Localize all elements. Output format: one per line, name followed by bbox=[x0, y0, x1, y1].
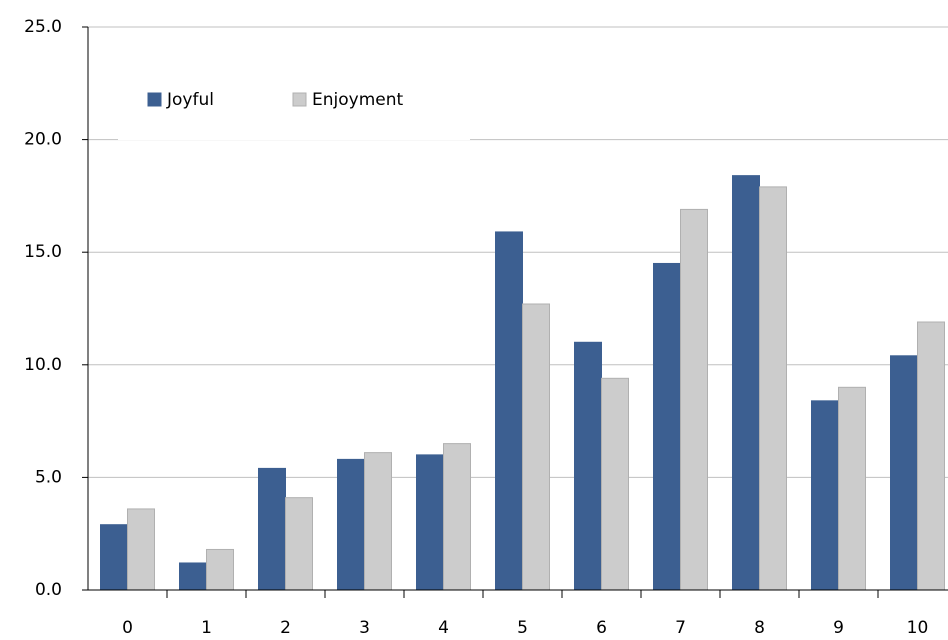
y-tick-label: 10.0 bbox=[24, 355, 62, 375]
x-tick-label: 5 bbox=[517, 618, 528, 638]
bar bbox=[732, 175, 760, 591]
bar bbox=[337, 458, 365, 591]
bar bbox=[443, 443, 471, 591]
bar bbox=[680, 208, 708, 591]
x-tick-label: 6 bbox=[596, 618, 607, 638]
bar bbox=[811, 400, 839, 591]
x-tick-label: 0 bbox=[122, 618, 133, 638]
legend-swatch bbox=[147, 92, 162, 107]
bar bbox=[522, 303, 550, 591]
bar bbox=[206, 548, 234, 591]
x-tick-label: 3 bbox=[359, 618, 370, 638]
bar bbox=[601, 377, 629, 591]
legend-box bbox=[118, 78, 470, 140]
bar bbox=[364, 452, 392, 591]
x-tick-label: 8 bbox=[754, 618, 765, 638]
bar bbox=[258, 467, 286, 591]
y-tick-label: 15.0 bbox=[24, 242, 62, 262]
bar bbox=[759, 186, 787, 591]
x-tick-label: 4 bbox=[438, 618, 449, 638]
x-tick-label: 1 bbox=[201, 618, 212, 638]
legend-swatch bbox=[292, 92, 307, 107]
legend-label: Enjoyment bbox=[312, 90, 403, 110]
bar bbox=[890, 355, 918, 591]
bar bbox=[653, 262, 681, 591]
y-tick-label: 5.0 bbox=[35, 467, 62, 487]
y-tick-label: 20.0 bbox=[24, 130, 62, 150]
bar bbox=[917, 321, 945, 591]
bar bbox=[285, 497, 313, 591]
x-tick-label: 10 bbox=[907, 618, 929, 638]
bar bbox=[416, 454, 444, 591]
y-tick-label: 0.0 bbox=[35, 580, 62, 600]
bar bbox=[100, 524, 128, 591]
y-tick-label: 25.0 bbox=[24, 17, 62, 37]
bar bbox=[574, 341, 602, 591]
bar bbox=[179, 562, 207, 591]
legend-label: Joyful bbox=[166, 90, 214, 110]
bar bbox=[838, 386, 866, 591]
x-tick-label: 7 bbox=[675, 618, 686, 638]
x-tick-label: 9 bbox=[833, 618, 844, 638]
bar bbox=[127, 508, 155, 591]
bar bbox=[495, 231, 523, 591]
x-tick-label: 2 bbox=[280, 618, 291, 638]
